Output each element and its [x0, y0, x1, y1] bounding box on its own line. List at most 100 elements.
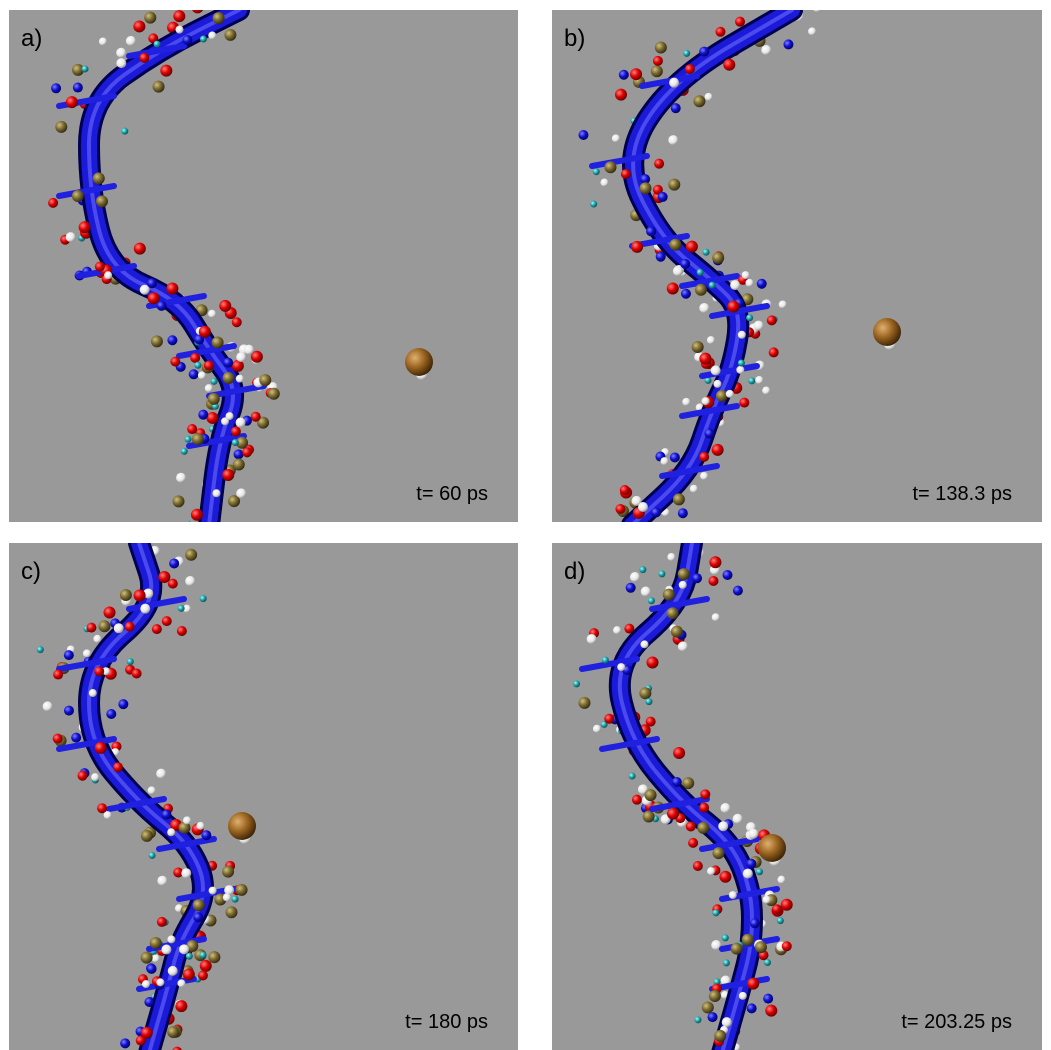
atom — [777, 876, 785, 884]
atom — [183, 968, 195, 980]
panel — [552, 0, 1042, 536]
atom — [612, 134, 620, 142]
atom — [189, 369, 199, 379]
atom — [53, 670, 63, 680]
atom — [51, 83, 61, 93]
atom — [604, 161, 616, 173]
atom — [697, 822, 709, 834]
panel-label: d) — [564, 558, 585, 585]
atom — [158, 571, 170, 583]
atom — [53, 734, 63, 744]
atom — [182, 35, 192, 45]
atom — [781, 899, 793, 911]
atom — [140, 285, 150, 295]
atom — [211, 378, 218, 385]
atom — [200, 960, 212, 972]
atom — [191, 509, 203, 521]
atom — [708, 576, 718, 586]
atom — [94, 666, 104, 676]
atom — [767, 315, 777, 325]
atom — [769, 347, 779, 357]
atom — [736, 366, 744, 374]
atom — [645, 698, 652, 705]
atom — [720, 803, 730, 813]
atom — [156, 978, 164, 986]
atom — [729, 891, 737, 899]
atom — [233, 458, 245, 470]
atom — [693, 861, 703, 871]
atom — [161, 810, 171, 820]
atom — [71, 733, 81, 743]
atom — [43, 701, 53, 711]
metal-ion — [405, 348, 433, 376]
atom — [712, 909, 719, 916]
atom — [746, 0, 756, 7]
atom — [175, 1000, 187, 1012]
panel — [552, 530, 1042, 1050]
atom — [208, 393, 220, 405]
atom — [193, 899, 205, 911]
atom — [219, 300, 231, 312]
atom — [671, 103, 681, 113]
atom — [166, 282, 178, 294]
atom — [208, 310, 216, 318]
atom — [667, 553, 675, 561]
atom — [224, 29, 236, 41]
atom — [641, 587, 651, 597]
atom — [232, 439, 239, 446]
atom — [183, 816, 191, 824]
atom — [778, 0, 788, 9]
atom — [185, 549, 197, 561]
atom — [658, 570, 665, 577]
atom — [743, 869, 753, 879]
atom — [727, 300, 739, 312]
atom — [731, 943, 743, 955]
atom — [77, 771, 87, 781]
atom — [95, 262, 105, 272]
atom — [185, 436, 192, 443]
atom — [99, 37, 107, 45]
panel-background — [9, 543, 518, 1050]
atom — [640, 640, 648, 648]
atom — [764, 959, 771, 966]
atom — [747, 978, 759, 990]
atom — [93, 635, 101, 643]
atom — [747, 1003, 757, 1013]
atom — [148, 786, 156, 794]
atom — [151, 335, 163, 347]
atom — [600, 179, 608, 187]
atom — [126, 36, 136, 46]
atom — [648, 597, 655, 604]
atom — [144, 997, 154, 1007]
atom — [712, 444, 724, 456]
atom — [678, 568, 690, 580]
atom — [186, 953, 193, 960]
atom — [133, 20, 145, 32]
atom — [139, 53, 149, 63]
atom — [178, 605, 185, 612]
atom — [156, 769, 166, 779]
atom — [132, 669, 142, 679]
atom — [686, 241, 698, 253]
atom — [152, 954, 160, 962]
atom — [160, 65, 172, 77]
atom — [91, 773, 99, 781]
atom — [733, 586, 743, 596]
panel-background — [552, 10, 1042, 522]
panel — [9, 543, 518, 1050]
atom — [615, 504, 625, 514]
atom — [673, 493, 685, 505]
atom — [709, 990, 721, 1002]
metal-ion — [228, 812, 256, 840]
atom — [280, 0, 290, 9]
atom — [83, 649, 91, 657]
atom — [654, 159, 664, 169]
atom — [630, 68, 642, 80]
atom — [726, 390, 734, 398]
atom — [268, 388, 280, 400]
atom — [587, 634, 597, 644]
atom — [204, 361, 214, 371]
metal-ion — [873, 318, 901, 346]
atom — [651, 65, 663, 77]
atom — [692, 341, 704, 353]
